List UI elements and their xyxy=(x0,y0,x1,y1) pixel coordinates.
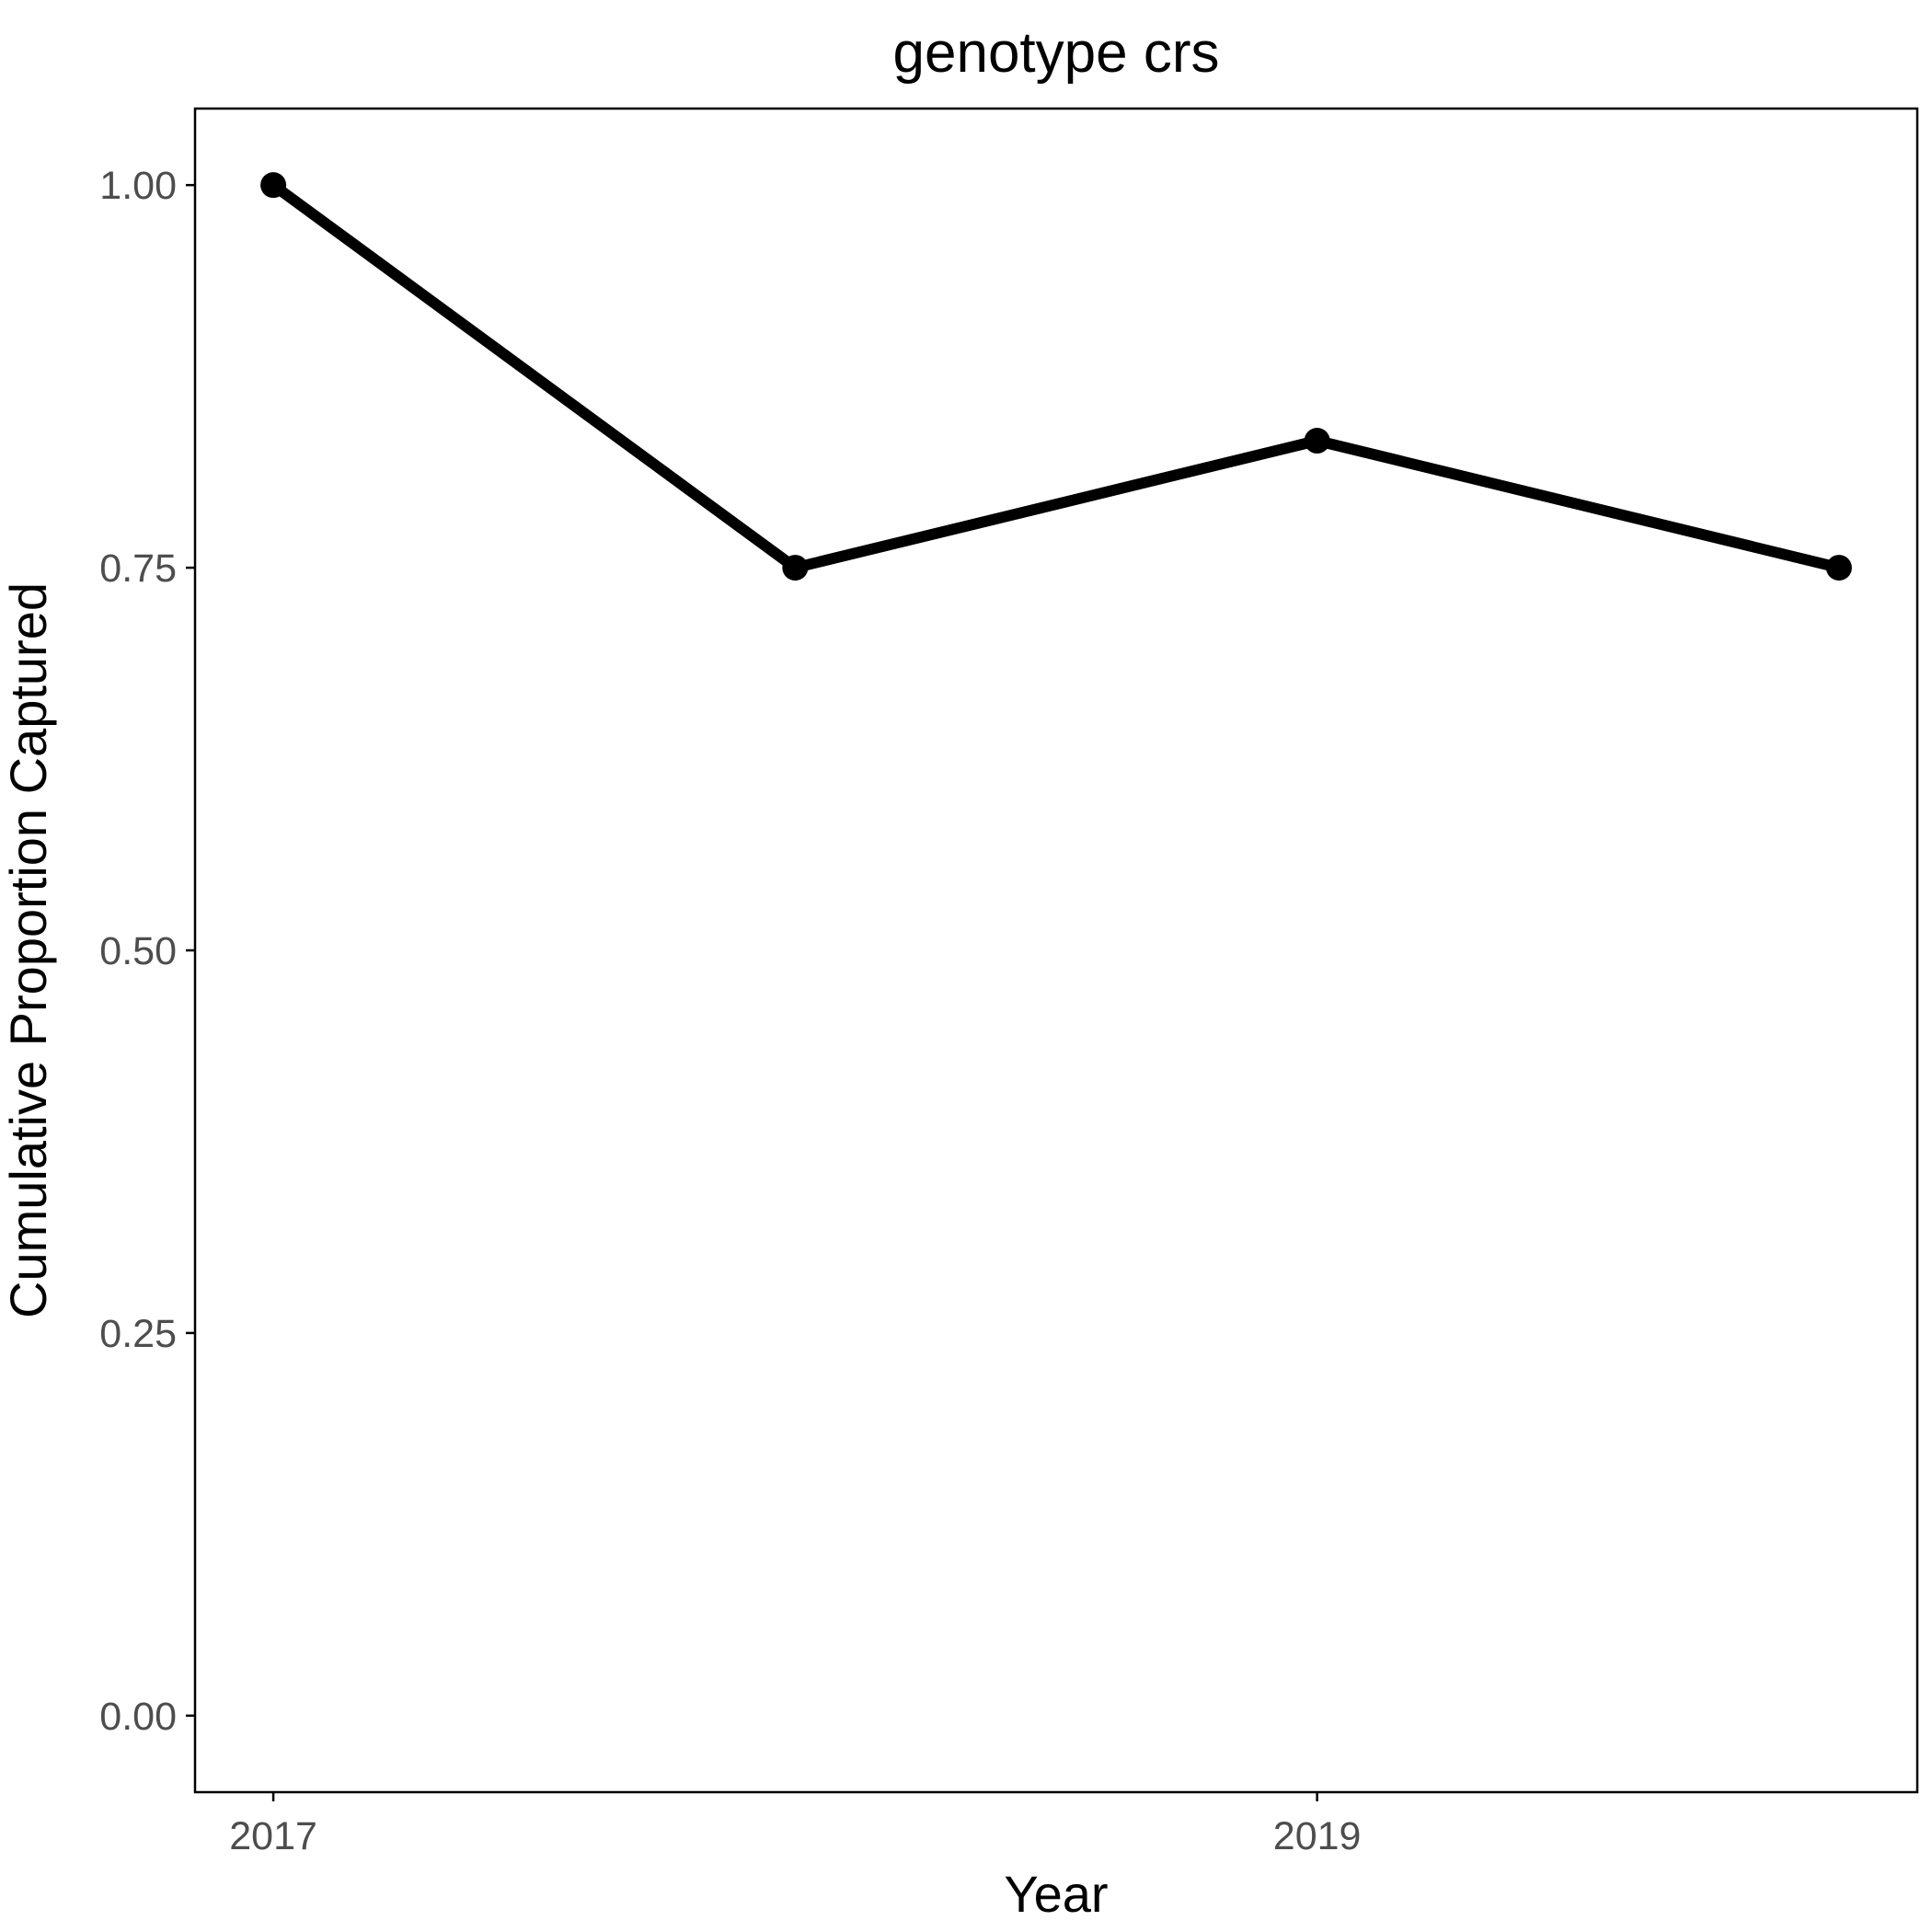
x-axis: 2017 2019 xyxy=(229,1792,1361,1858)
data-point xyxy=(260,172,287,199)
data-point xyxy=(782,555,809,581)
x-tick-label: 2019 xyxy=(1273,1814,1362,1858)
data-point xyxy=(1825,555,1852,581)
series-line xyxy=(268,179,1845,574)
x-tick-label: 2017 xyxy=(229,1814,317,1858)
y-tick-label: 0.75 xyxy=(99,546,177,591)
chart-title: genotype crs xyxy=(893,21,1220,85)
y-tick-label: 0.00 xyxy=(99,1695,177,1739)
y-axis-title: Cumulative Proportion Captured xyxy=(0,582,57,1318)
x-axis-title: Year xyxy=(1004,1865,1108,1923)
y-tick-label: 0.25 xyxy=(99,1312,177,1356)
y-tick-label: 1.00 xyxy=(99,164,177,208)
series-layer xyxy=(260,172,1852,581)
y-axis: 0.00 0.25 0.50 0.75 1.00 xyxy=(99,164,195,1739)
data-point xyxy=(1304,428,1330,454)
y-tick-label: 0.50 xyxy=(99,929,177,973)
